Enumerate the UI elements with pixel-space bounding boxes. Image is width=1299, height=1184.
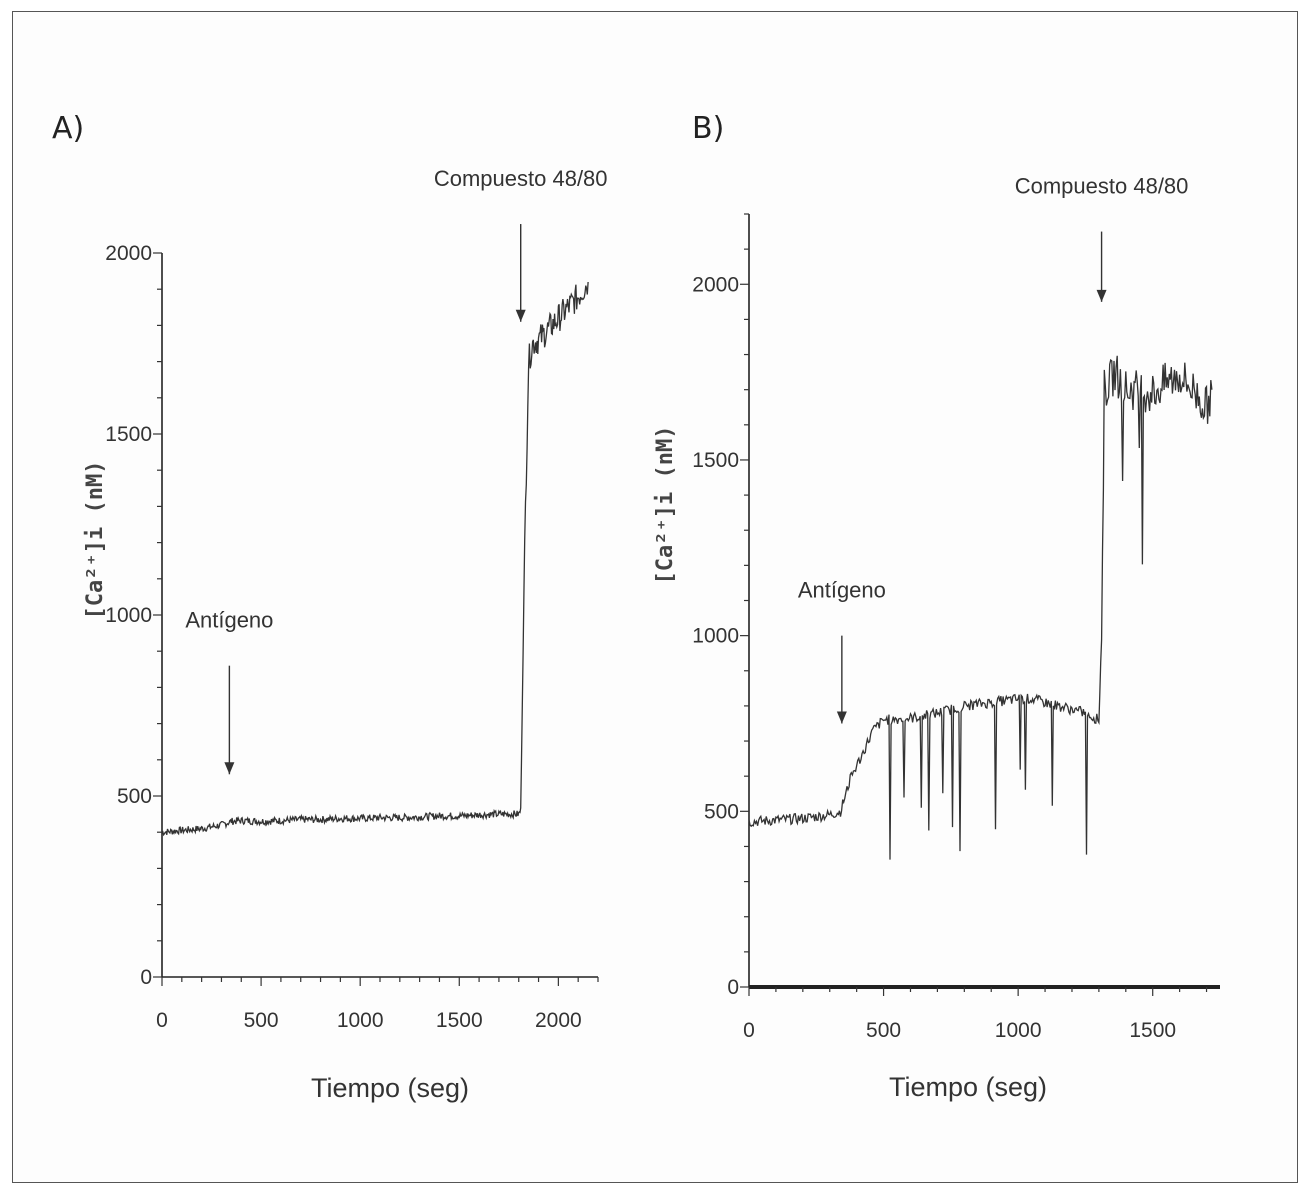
- panel-a-y-tick-label: 1000: [105, 604, 152, 627]
- panel-b-series: [748, 355, 1213, 860]
- panel-b-x-tick-label: 500: [866, 1019, 901, 1042]
- panel-a-annotation-arrowhead: [224, 762, 235, 775]
- panel-b-x-tick-label: 0: [743, 1019, 755, 1042]
- panel-a-annotation-label: Antígeno: [185, 608, 273, 633]
- panel-a-y-tick-label: 1500: [105, 423, 152, 446]
- panel-a-tick-labels: 0 500 1000 1500 2000 0 500 1000 1500 2000: [105, 242, 581, 1032]
- panel-b-annotation-label: Antígeno: [798, 578, 886, 603]
- panel-b-chart: B) 0 500 1000 1500 0 500 1000 1500 2000 Antígeno…: [653, 111, 1220, 1102]
- panel-a-annotation-arrowhead: [515, 309, 526, 322]
- panel-b-annotation-label: Compuesto 48/80: [1015, 174, 1189, 199]
- panel-b-y-tick-label: 2000: [692, 273, 739, 296]
- panel-b-y-tick-label: 1000: [692, 625, 739, 648]
- panel-a-x-tick-label: 2000: [535, 1009, 582, 1032]
- panel-b-annotation-arrowhead: [1096, 289, 1107, 302]
- panel-b-y-tick-label: 1500: [692, 449, 739, 472]
- panel-b-tick-labels: 0 500 1000 1500 0 500 1000 1500 2000: [692, 273, 1176, 1042]
- panel-a-x-tick-label: 1000: [337, 1009, 384, 1032]
- panel-b-series-line: [748, 355, 1213, 860]
- panel-a-y-tick-label: 2000: [105, 242, 152, 265]
- panel-a-series: [161, 281, 589, 837]
- panel-b-x-tick-label: 1000: [995, 1019, 1042, 1042]
- panel-a-x-axis-title: Tiempo (seg): [311, 1073, 469, 1103]
- panel-a-annotations: Antígeno Compuesto 48/80: [185, 166, 608, 775]
- panel-a-series-line: [161, 281, 589, 837]
- panel-a-chart: A) 0 500 1000 1500 2000 0 500 1000 1500 2000 Antí…: [52, 111, 608, 1103]
- panel-a-x-tick-label: 500: [244, 1009, 279, 1032]
- panel-a-axes: [153, 252, 599, 986]
- panel-b-annotations: Antígeno Compuesto 48/80: [798, 174, 1189, 724]
- panel-b-y-tick-label: 0: [727, 976, 739, 999]
- panel-a-annotation-label: Compuesto 48/80: [434, 166, 608, 191]
- panel-a-label: A): [52, 111, 84, 146]
- panel-a-y-tick-label: 500: [117, 785, 152, 808]
- panel-b-x-axis-title: Tiempo (seg): [889, 1072, 1047, 1102]
- panel-a-x-tick-label: 0: [156, 1009, 168, 1032]
- panel-b-axes: [740, 213, 1220, 996]
- panel-b-annotation-arrowhead: [836, 711, 847, 724]
- panel-b-x-tick-label: 1500: [1129, 1019, 1176, 1042]
- panel-a-y-axis-title: [Ca²⁺]i (nM): [83, 461, 108, 620]
- panel-a-y-tick-label: 0: [140, 966, 152, 989]
- panel-a-x-tick-label: 1500: [436, 1009, 483, 1032]
- panel-b-label: B): [692, 111, 724, 146]
- panel-b-y-axis-title: [Ca²⁺]i (nM): [653, 426, 678, 585]
- panel-b-y-tick-label: 500: [704, 800, 739, 823]
